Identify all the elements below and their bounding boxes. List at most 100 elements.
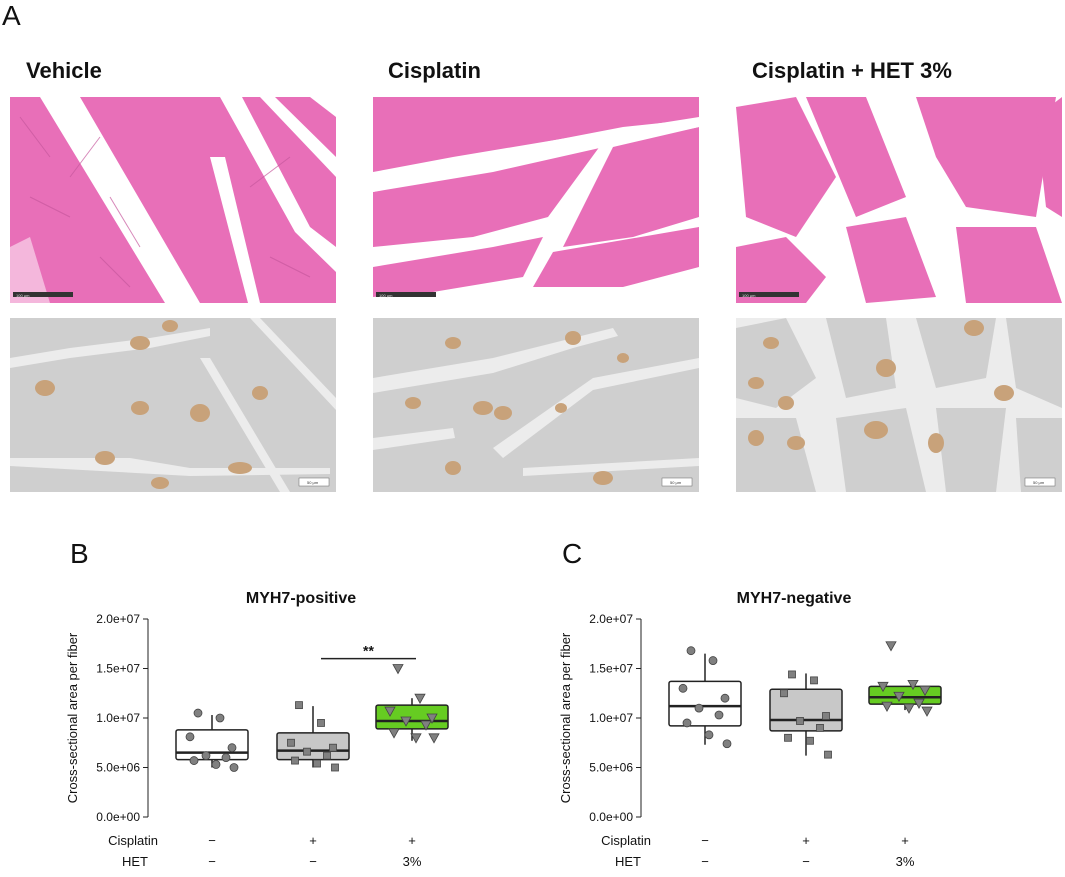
y-tick-label: 5.0e+06	[589, 761, 633, 775]
data-point	[682, 718, 692, 728]
data-point	[881, 701, 893, 712]
cisplatin-value: +	[309, 833, 317, 848]
data-point	[227, 743, 237, 753]
data-point	[893, 691, 905, 703]
data-point	[921, 706, 933, 717]
chart-title: MYH7-positive	[246, 590, 356, 607]
data-point	[287, 738, 295, 747]
data-point	[388, 728, 400, 739]
data-point	[822, 712, 830, 720]
data-point	[704, 730, 714, 740]
data-point	[313, 759, 321, 768]
y-tick-label: 1.0e+07	[96, 711, 140, 725]
data-point	[788, 670, 796, 679]
data-point	[185, 732, 195, 742]
data-point	[193, 708, 203, 718]
data-point	[885, 641, 897, 652]
chart-myh7-positive-svg: MYH7-positive Cross-sectional area per fi…	[65, 590, 449, 869]
data-point	[414, 693, 426, 705]
chart-myh7-positive: MYH7-positive Cross-sectional area per fi…	[60, 575, 480, 872]
cisplatin-value: +	[802, 833, 810, 848]
ihc-image-cisplatin: 50 μm	[373, 318, 699, 492]
het-value: −	[309, 854, 317, 869]
y-tick-label: 1.5e+07	[589, 662, 633, 676]
data-point	[780, 689, 788, 698]
y-tick-label: 0.0e+00	[96, 810, 140, 824]
significance-label: **	[363, 643, 374, 659]
data-point	[428, 733, 440, 744]
column-title-vehicle: Vehicle	[26, 58, 102, 83]
data-point	[189, 756, 199, 765]
ihc-image-vehicle: 50 μm	[10, 318, 336, 492]
y-tick-label: 0.0e+00	[589, 810, 633, 824]
cisplatin-value: −	[701, 833, 709, 848]
data-point	[426, 713, 438, 724]
column-title-cisplatin-het: Cisplatin + HET 3%	[752, 58, 952, 83]
data-point	[317, 719, 325, 727]
data-point	[919, 685, 931, 697]
y-axis-label: Cross-sectional area per fiber	[558, 632, 573, 803]
row-label-het: HET	[615, 854, 641, 869]
box	[276, 732, 350, 761]
data-point	[686, 646, 696, 656]
data-point	[824, 750, 832, 759]
data-point	[295, 701, 303, 710]
data-point	[420, 720, 432, 731]
data-point	[722, 739, 732, 749]
row-label-cisplatin: Cisplatin	[108, 833, 158, 848]
cisplatin-value: +	[408, 833, 416, 848]
data-point	[784, 733, 792, 742]
data-point	[913, 698, 925, 709]
he-image-vehicle: 100 μm	[10, 97, 336, 303]
he-scalebar-cisplatin: 100 μm	[379, 293, 393, 298]
data-point	[384, 706, 396, 717]
data-point	[211, 760, 221, 769]
data-point	[201, 751, 211, 761]
ihc-scalebar-cisplatin-het: 50 μm	[1033, 480, 1045, 485]
column-title-cisplatin: Cisplatin	[388, 58, 481, 83]
chart-title: MYH7-negative	[737, 590, 852, 607]
cisplatin-value: +	[901, 833, 909, 848]
row-label-het: HET	[122, 854, 148, 869]
het-value: 3%	[896, 854, 915, 869]
data-point	[410, 733, 422, 744]
data-point	[810, 676, 818, 685]
chart-myh7-negative-svg: MYH7-negative Cross-sectional area per fi…	[558, 590, 942, 869]
data-point	[877, 681, 889, 693]
het-value: 3%	[403, 854, 422, 869]
he-image-cisplatin-het: 100 μm	[736, 97, 1062, 303]
het-value: −	[208, 854, 216, 869]
data-point	[400, 716, 412, 727]
het-value: −	[701, 854, 709, 869]
data-point	[323, 751, 331, 760]
data-point	[714, 710, 724, 720]
cisplatin-value: −	[208, 833, 216, 848]
y-tick-label: 5.0e+06	[96, 761, 140, 775]
panel-c-letter: C	[562, 538, 583, 569]
y-axis-label: Cross-sectional area per fiber	[65, 632, 80, 803]
ihc-image-cisplatin-het: 50 μm	[736, 318, 1062, 492]
data-point	[329, 743, 337, 752]
data-point	[708, 656, 718, 665]
row-label-cisplatin: Cisplatin	[601, 833, 651, 848]
he-scalebar-cisplatin-het: 100 μm	[742, 293, 756, 298]
y-tick-label: 2.0e+07	[96, 612, 140, 626]
data-point	[816, 723, 824, 732]
data-point	[806, 736, 814, 745]
data-point	[694, 703, 704, 713]
he-image-cisplatin: 100 μm	[373, 97, 699, 303]
chart-myh7-negative: MYH7-negative Cross-sectional area per fi…	[553, 575, 973, 872]
data-point	[291, 756, 299, 765]
data-point	[907, 679, 919, 691]
y-tick-label: 1.0e+07	[589, 711, 633, 725]
data-point	[221, 753, 231, 763]
het-value: −	[802, 854, 810, 869]
data-point	[678, 683, 688, 693]
panel-b-letter: B	[70, 538, 89, 569]
data-point	[331, 763, 339, 772]
data-point	[229, 763, 239, 772]
data-point	[303, 747, 311, 756]
data-point	[903, 703, 915, 714]
y-tick-label: 1.5e+07	[96, 662, 140, 676]
data-point	[796, 717, 804, 725]
